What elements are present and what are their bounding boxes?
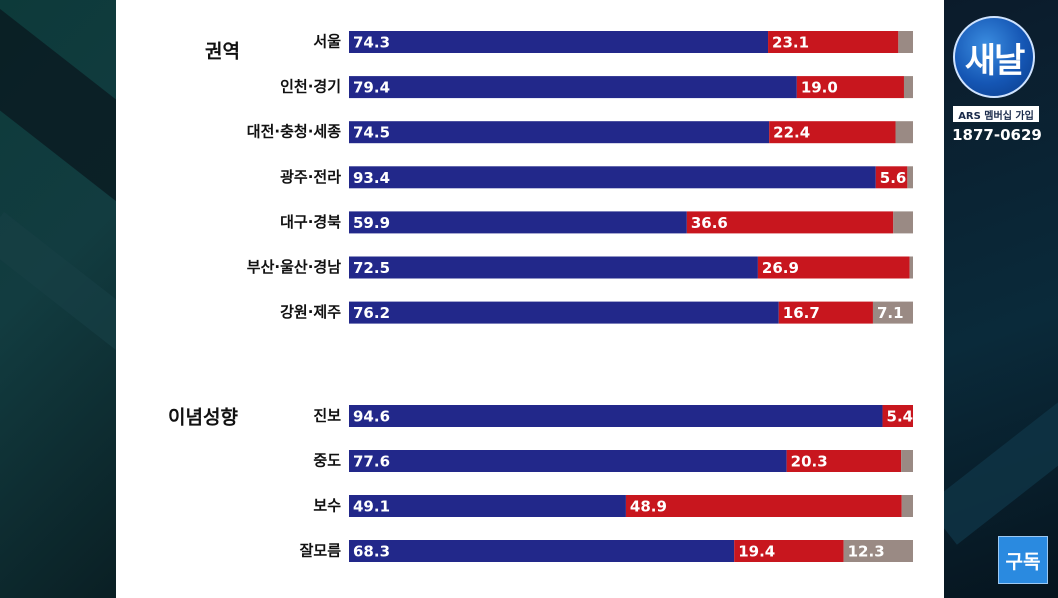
- bar-segment-1: [349, 211, 687, 234]
- chart-panel: 권역 서울 74.3 23.1 인천·경기 79.4 19.0 대전·충청·세종 74.5 22.…: [116, 0, 944, 598]
- data-label: 23.1: [772, 34, 809, 52]
- chart-group-1: 권역 서울 74.3 23.1 인천·경기 79.4 19.0 대전·충청·세종 74.5 22.…: [205, 31, 913, 324]
- bar-segment-1: [349, 31, 769, 53]
- category-label: 대구·경북: [280, 213, 341, 231]
- data-label: 20.3: [791, 453, 828, 471]
- bar-segment-2: [768, 31, 899, 53]
- data-label: 36.6: [691, 214, 728, 232]
- background-right: [944, 0, 1058, 598]
- data-label: 5.4: [887, 408, 914, 426]
- ars-membership-label: ARS 멤버십 가입: [953, 106, 1039, 122]
- subscribe-button[interactable]: 구독: [998, 536, 1048, 584]
- category-label: 부산·울산·경남: [247, 258, 341, 276]
- bar-segment-2: [734, 540, 844, 562]
- data-label: 72.5: [353, 259, 390, 277]
- bar-segment-3: [893, 211, 913, 234]
- category-label: 대전·충청·세종: [247, 123, 341, 141]
- category-label: 인천·경기: [280, 78, 341, 96]
- category-label: 광주·전라: [280, 168, 341, 186]
- bar-segment-1: [349, 121, 770, 144]
- bar-segment-1: [349, 450, 787, 472]
- channel-logo[interactable]: 새날: [953, 16, 1035, 98]
- bar-segment-3: [901, 450, 913, 472]
- background-left: [0, 0, 116, 598]
- data-label: 93.4: [353, 169, 390, 187]
- data-label: 68.3: [353, 543, 390, 561]
- bar-segment-1: [349, 76, 797, 99]
- bar-segment-2: [786, 450, 902, 472]
- data-label: 5.6: [880, 169, 907, 187]
- data-label: 19.4: [738, 543, 775, 561]
- bar-segment-1: [349, 495, 626, 517]
- category-label: 중도: [313, 452, 341, 470]
- bar-segment-2: [625, 495, 902, 517]
- bar-segment-1: [349, 256, 758, 279]
- bar-segment-3: [901, 495, 913, 517]
- category-label: 서울: [313, 33, 341, 51]
- data-label: 26.9: [762, 259, 799, 277]
- bar-segment-2: [778, 301, 873, 324]
- data-label: 77.6: [353, 453, 390, 471]
- data-label: 74.5: [353, 124, 390, 142]
- bar-segment-2: [686, 211, 894, 234]
- data-label: 16.7: [783, 304, 820, 322]
- category-label: 진보: [313, 407, 341, 425]
- bar-segment-3: [872, 301, 913, 324]
- data-label: 22.4: [773, 124, 810, 142]
- group-title: 권역: [205, 41, 240, 63]
- bar-segment-1: [349, 166, 876, 189]
- bar-segment-3: [903, 76, 913, 99]
- bar-segment-2: [769, 121, 896, 144]
- phone-number: 1877-0629: [952, 126, 1042, 144]
- bar-segment-3: [895, 121, 913, 144]
- bar-segment-3: [843, 540, 913, 562]
- category-label: 보수: [313, 497, 341, 515]
- bar-segment-2: [757, 256, 910, 279]
- data-label: 7.1: [877, 304, 904, 322]
- bar-segment-2: [882, 405, 913, 427]
- data-label: 49.1: [353, 498, 390, 516]
- bar-segment-3: [898, 31, 913, 53]
- data-label: 94.6: [353, 408, 390, 426]
- data-label: 59.9: [353, 214, 390, 232]
- data-label: 79.4: [353, 79, 390, 97]
- data-label: 12.3: [848, 543, 885, 561]
- data-label: 74.3: [353, 34, 390, 52]
- data-label: 48.9: [630, 498, 667, 516]
- data-label: 76.2: [353, 304, 390, 322]
- bar-segment-3: [909, 256, 913, 279]
- group-title: 이념성향: [168, 407, 238, 429]
- bar-segment-3: [907, 166, 913, 189]
- category-label: 강원·제주: [280, 303, 341, 321]
- stacked-bar-chart: 권역 서울 74.3 23.1 인천·경기 79.4 19.0 대전·충청·세종 74.5 22.…: [168, 31, 913, 562]
- bar-segment-1: [349, 540, 735, 562]
- bar-segment-1: [349, 405, 883, 427]
- bar-segment-2: [796, 76, 904, 99]
- bar-segment-1: [349, 301, 779, 324]
- data-label: 19.0: [801, 79, 838, 97]
- bar-segment-2: [875, 166, 908, 189]
- category-label: 잘모름: [300, 542, 342, 560]
- chart-group-2: 이념성향 진보 94.6 5.4 중도 77.6 20.3 보수 49.1 48.9 잘모름 68.3…: [168, 405, 913, 562]
